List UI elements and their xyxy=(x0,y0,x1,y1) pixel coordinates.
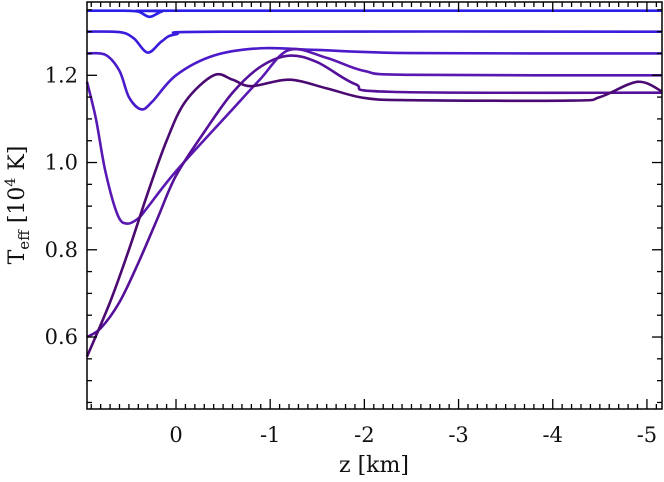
series-line-4 xyxy=(85,47,663,225)
y-axis-label: Teff [104 K] xyxy=(3,146,33,265)
x-tick-label: -1 xyxy=(260,423,280,447)
series-line-3 xyxy=(86,46,663,111)
series-line-6 xyxy=(85,72,663,358)
series-line-2 xyxy=(86,30,663,54)
y-label-sub: eff xyxy=(15,229,33,250)
x-tick-label: -5 xyxy=(637,423,657,447)
y-tick-label: 0.6 xyxy=(45,325,78,349)
plot-frame xyxy=(86,1,663,410)
x-tick-label: -3 xyxy=(448,423,468,447)
axis-ticks xyxy=(87,2,662,409)
y-tick-label: 1.2 xyxy=(45,63,78,87)
y-label-sup: 4 xyxy=(3,178,19,187)
y-label-pre: [10 xyxy=(5,187,30,231)
series-group xyxy=(85,9,663,358)
x-tick-label: 0 xyxy=(169,423,182,447)
tick-labels: 0 -1 -2 -3 -4 -5 0.6 0.8 1.0 1.2 xyxy=(45,63,658,447)
y-tick-label: 0.8 xyxy=(45,238,78,262)
series-line-5 xyxy=(86,54,663,339)
x-axis-label: z [km] xyxy=(339,453,409,478)
y-label-main: T xyxy=(5,249,30,264)
x-tick-label: -2 xyxy=(354,423,374,447)
y-label-post: K] xyxy=(5,146,30,178)
x-tick-label: -4 xyxy=(543,423,563,447)
y-tick-label: 1.0 xyxy=(45,151,78,175)
series-line-1 xyxy=(86,9,663,19)
